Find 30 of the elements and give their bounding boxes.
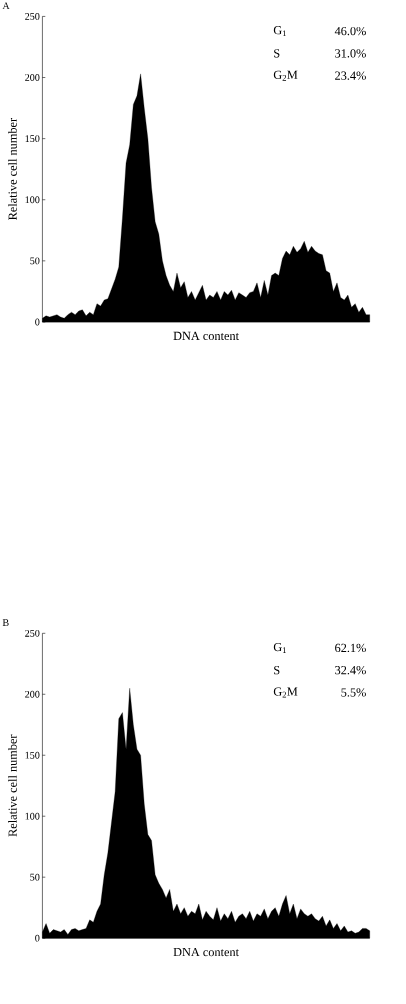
x-axis-title: DNA content <box>173 331 240 341</box>
chart-title: A <box>2 2 10 10</box>
annotation: G$_{1}$ <box>274 642 287 653</box>
y-tick-label: 50 <box>30 873 40 881</box>
y-tick-label: 150 <box>25 751 40 759</box>
annotation: G$_{2}$M <box>274 70 298 81</box>
annotation: 62.1% <box>335 643 367 653</box>
annotation: 32.4% <box>335 666 367 675</box>
y-tick-label: 0 <box>35 934 40 942</box>
chart-title: B <box>2 619 9 626</box>
y-axis-title: Relative cell number <box>8 734 18 837</box>
y-tick-label: 100 <box>25 812 40 820</box>
y-tick-label: 250 <box>25 12 40 20</box>
annotation: 5.5% <box>341 688 367 697</box>
annotation: 46.0% <box>335 26 367 36</box>
annotation: G$_{1}$ <box>274 26 287 37</box>
annotation: S <box>274 49 280 58</box>
y-tick-label: 50 <box>30 257 40 265</box>
y-tick-label: 150 <box>25 135 40 143</box>
annotation: S <box>274 666 280 675</box>
y-axis-title: Relative cell number <box>8 118 18 221</box>
y-tick-label: 250 <box>25 629 40 637</box>
y-tick-label: 200 <box>25 74 40 81</box>
y-tick-label: 200 <box>25 690 40 698</box>
annotation: G$_{2}$M <box>274 687 298 698</box>
y-tick-label: 100 <box>25 196 40 204</box>
annotation: 31.0% <box>335 49 367 58</box>
y-tick-label: 0 <box>35 318 40 326</box>
x-axis-title: DNA content <box>173 947 240 957</box>
annotation: 23.4% <box>335 71 367 80</box>
